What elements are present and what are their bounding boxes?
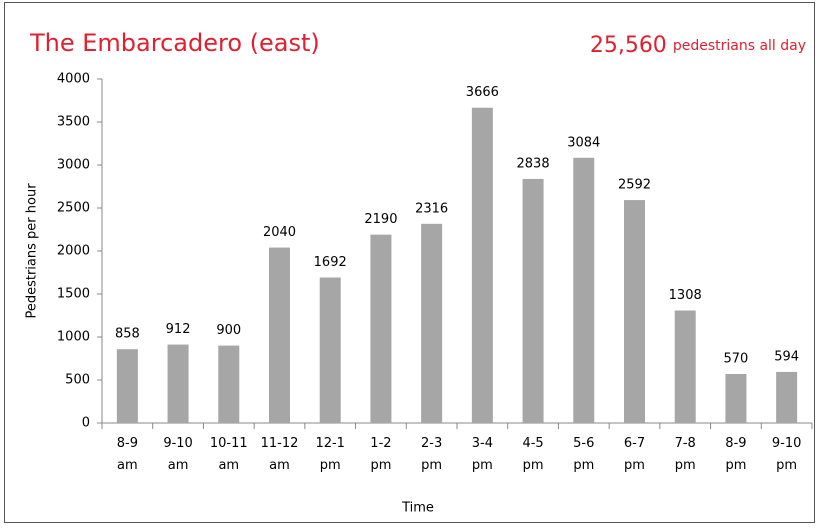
- x-tick-line: am: [117, 458, 138, 473]
- total-text: pedestrians all day: [673, 38, 806, 54]
- bar: [269, 247, 290, 423]
- y-tick-label: 500: [65, 373, 90, 388]
- bar: [319, 277, 341, 423]
- x-tick-line: 8-9: [117, 436, 138, 451]
- bar: [116, 349, 138, 423]
- x-tick-label: 8-9 pm: [725, 436, 746, 473]
- x-tick-label: 5-6 pm: [573, 436, 594, 473]
- x-tick-line: 7-8: [675, 436, 696, 451]
- bar: [573, 157, 595, 423]
- x-tick-line: 2-3: [421, 436, 442, 451]
- x-tick-line: pm: [725, 458, 746, 473]
- x-tick-line: 4-5: [522, 436, 543, 451]
- x-tick-line: 9-10: [163, 436, 193, 451]
- y-axis-label: Pedestrians per hour: [25, 183, 40, 319]
- value-label: 912: [166, 322, 191, 337]
- x-tick-label: 6-7 pm: [624, 436, 645, 473]
- bar: [674, 310, 696, 423]
- x-tick-label: 1-2 pm: [370, 436, 391, 473]
- x-tick-label: 4-5 pm: [522, 436, 543, 473]
- x-tick-label: 7-8 pm: [675, 436, 696, 473]
- annotation: 25,560 pedestrians all day: [590, 33, 806, 58]
- x-tick-line: pm: [472, 458, 493, 473]
- x-tick-line: pm: [776, 458, 797, 473]
- x-tick-label: 9-10 pm: [772, 436, 802, 473]
- x-tick-label: 10-11 am: [210, 436, 248, 473]
- bar: [370, 234, 392, 423]
- value-label: 594: [774, 349, 799, 364]
- x-tick-line: am: [269, 458, 290, 473]
- x-tick-line: 9-10: [772, 436, 802, 451]
- value-label: 570: [724, 351, 749, 366]
- y-tick-label: 3000: [57, 158, 90, 173]
- x-tick-line: pm: [370, 458, 391, 473]
- x-tick-label: 2-3 pm: [421, 436, 442, 473]
- x-tick-label: 8-9 am: [117, 436, 138, 473]
- value-label: 2592: [618, 178, 651, 193]
- bar: [218, 345, 240, 423]
- x-tick-line: pm: [421, 458, 442, 473]
- total-number: 25,560: [590, 33, 667, 58]
- bar: [725, 373, 747, 423]
- value-label: 858: [115, 327, 140, 342]
- x-tick-line: 8-9: [725, 436, 746, 451]
- x-tick-line: 6-7: [624, 436, 645, 451]
- value-label: 2838: [517, 156, 550, 171]
- bar: [471, 107, 493, 423]
- bar: [522, 178, 544, 423]
- y-tick-label: 3500: [57, 115, 90, 130]
- x-tick-line: pm: [523, 458, 544, 473]
- x-tick-line: pm: [624, 458, 645, 473]
- value-label: 2316: [415, 201, 448, 216]
- x-tick-label: 12-1 pm: [315, 436, 345, 473]
- bar: [776, 371, 798, 423]
- x-tick-line: pm: [320, 458, 341, 473]
- x-tick-label: 9-10 am: [163, 436, 193, 473]
- x-tick-line: 5-6: [573, 436, 594, 451]
- x-tick-line: 11-12: [261, 436, 299, 451]
- x-tick-line: am: [218, 458, 239, 473]
- value-label: 3666: [466, 85, 499, 100]
- y-tick-label: 4000: [57, 72, 90, 87]
- value-label: 2190: [364, 212, 397, 227]
- value-label: 3084: [567, 135, 600, 150]
- value-label: 1692: [314, 255, 347, 270]
- x-tick-line: 12-1: [315, 436, 345, 451]
- bar: [167, 344, 189, 423]
- value-label: 1308: [669, 288, 702, 303]
- chart-title: The Embarcadero (east): [29, 29, 320, 57]
- x-tick-label: 3-4 pm: [472, 436, 493, 473]
- x-axis-label: Time: [401, 501, 434, 516]
- bar: [421, 223, 443, 423]
- x-tick-label: 11-12 am: [261, 436, 299, 473]
- y-tick-label: 1500: [57, 287, 90, 302]
- x-tick-line: 10-11: [210, 436, 248, 451]
- x-tick-line: pm: [573, 458, 594, 473]
- frame: [4, 2, 815, 523]
- value-label: 2040: [263, 225, 296, 240]
- y-tick-label: 2500: [57, 201, 90, 216]
- y-tick-label: 1000: [57, 330, 90, 345]
- y-tick-label: 2000: [57, 244, 90, 259]
- x-tick-line: pm: [675, 458, 696, 473]
- x-tick-line: 3-4: [472, 436, 493, 451]
- x-tick-line: 1-2: [370, 436, 391, 451]
- value-label: 900: [216, 323, 241, 338]
- y-tick-label: 0: [82, 416, 90, 431]
- bar: [624, 200, 645, 423]
- x-tick-line: am: [168, 458, 189, 473]
